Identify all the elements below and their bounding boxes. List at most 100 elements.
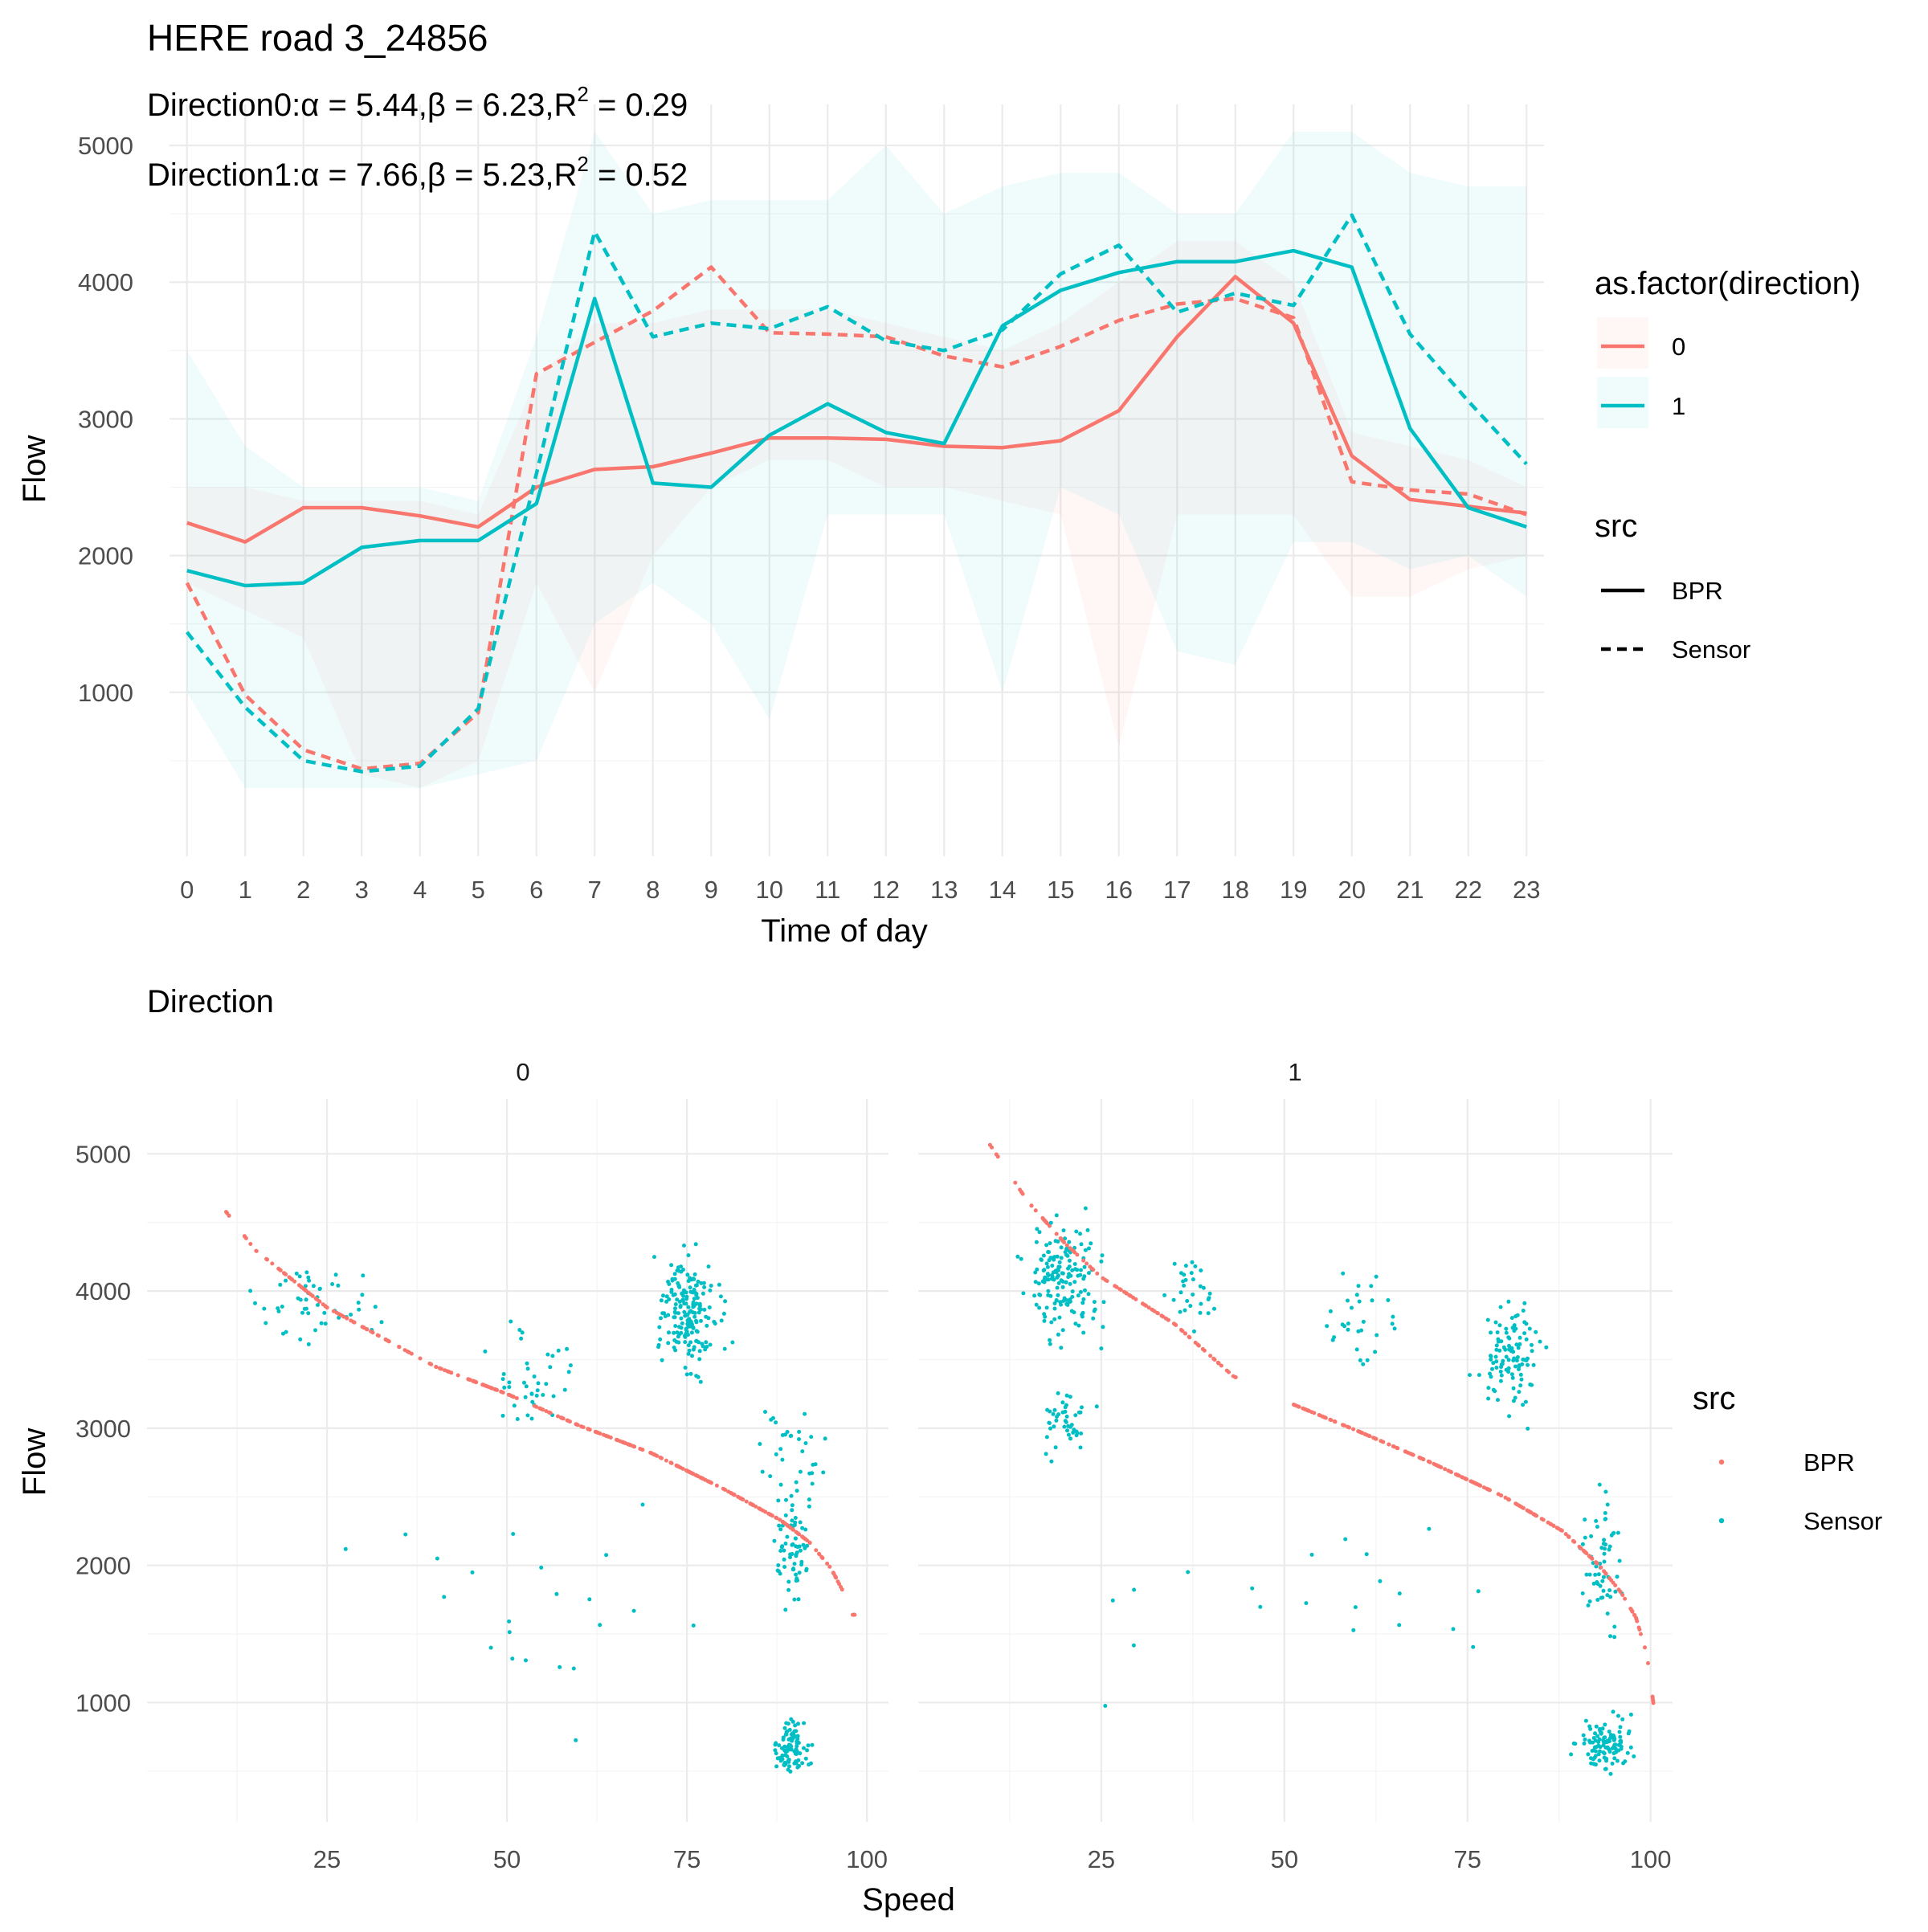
sensor-point	[1101, 1325, 1105, 1330]
sensor-point	[1616, 1713, 1620, 1718]
bpr-point	[632, 1444, 637, 1449]
bpr-point	[1487, 1488, 1492, 1493]
sensor-point	[777, 1523, 782, 1528]
bpr-point	[1417, 1456, 1422, 1460]
sensor-point	[1080, 1310, 1085, 1315]
bpr-point	[1374, 1436, 1379, 1441]
sensor-point	[798, 1469, 803, 1474]
bpr-point	[768, 1512, 773, 1517]
sensor-point	[1608, 1733, 1613, 1738]
sensor-point	[696, 1310, 701, 1315]
sensor-point	[793, 1723, 798, 1728]
bpr-point	[827, 1564, 832, 1569]
sensor-point	[1602, 1538, 1607, 1542]
bpr-point	[660, 1456, 664, 1460]
bpr-point	[383, 1337, 388, 1342]
sensor-point	[1601, 1588, 1606, 1593]
bpr-point	[807, 1541, 812, 1546]
sensor-point	[300, 1310, 304, 1315]
sensor-point	[1626, 1731, 1631, 1736]
sensor-point	[659, 1316, 663, 1321]
sensor-point	[604, 1553, 609, 1558]
sensor-point	[703, 1347, 708, 1352]
sensor-point	[1612, 1635, 1617, 1640]
sensor-point	[1602, 1559, 1607, 1564]
sensor-point	[1504, 1326, 1509, 1331]
bpr-point	[852, 1612, 857, 1617]
sensor-point	[501, 1372, 506, 1376]
sensor-point	[1616, 1530, 1620, 1535]
sensor-point	[774, 1420, 778, 1425]
sensor-point	[1602, 1751, 1607, 1756]
sensor-point	[776, 1563, 781, 1567]
sensor-point	[1073, 1321, 1078, 1326]
sensor-point	[702, 1285, 707, 1289]
sensor-point	[778, 1482, 783, 1487]
sensor-point	[793, 1536, 798, 1541]
sensor-point	[669, 1289, 674, 1294]
sensor-point	[1356, 1284, 1361, 1289]
sensor-point	[1062, 1424, 1067, 1429]
sensor-point	[1486, 1396, 1491, 1401]
bpr-point	[1301, 1406, 1305, 1411]
bpr-point	[598, 1432, 602, 1436]
sensor-point	[659, 1298, 664, 1303]
sensor-point	[691, 1624, 696, 1628]
bpr-point	[541, 1407, 545, 1412]
sensor-point	[676, 1311, 680, 1316]
sensor-point	[794, 1744, 799, 1749]
bpr-point	[1216, 1361, 1221, 1366]
sensor-point	[1040, 1279, 1045, 1284]
bpr-point	[418, 1356, 423, 1361]
sensor-point	[1583, 1517, 1587, 1522]
bpr-point	[1342, 1423, 1346, 1428]
sensor-point	[779, 1545, 784, 1550]
sensor-point	[1092, 1300, 1097, 1305]
sensor-point	[1526, 1426, 1530, 1431]
top-x-tick-label: 4	[413, 876, 427, 904]
bpr-point	[224, 1210, 228, 1215]
sensor-point	[507, 1630, 512, 1635]
sensor-point	[263, 1321, 268, 1325]
sensor-point	[1592, 1755, 1597, 1760]
sensor-point	[1035, 1227, 1040, 1231]
sensor-point	[1612, 1756, 1617, 1761]
sensor-point	[1587, 1599, 1592, 1603]
sensor-point	[792, 1597, 797, 1602]
sensor-point	[791, 1732, 796, 1737]
sensor-point	[1054, 1298, 1059, 1303]
sensor-point	[1212, 1306, 1216, 1311]
sensor-point	[1066, 1432, 1071, 1437]
sensor-point	[1607, 1544, 1612, 1549]
sensor-point	[1037, 1230, 1042, 1235]
bpr-point	[242, 1234, 247, 1239]
sensor-point	[681, 1290, 686, 1295]
bpr-point	[675, 1464, 680, 1468]
sensor-point	[1619, 1738, 1624, 1743]
top-x-tick-label: 2	[296, 876, 310, 904]
sensor-point	[1132, 1587, 1137, 1592]
sensor-point	[1044, 1305, 1049, 1310]
sensor-point	[1086, 1292, 1091, 1297]
bpr-point	[351, 1320, 356, 1324]
bpr-point	[510, 1394, 514, 1399]
sensor-point	[783, 1432, 787, 1437]
sensor-point	[1603, 1722, 1607, 1727]
sensor-point	[786, 1758, 790, 1763]
sensor-point	[1054, 1213, 1059, 1218]
bpr-point	[1607, 1576, 1612, 1581]
sensor-point	[682, 1334, 687, 1338]
bpr-point	[615, 1438, 620, 1443]
sensor-point	[1374, 1274, 1379, 1279]
sensor-point	[730, 1340, 735, 1345]
sensor-point	[1186, 1570, 1191, 1575]
sensor-point	[1099, 1259, 1104, 1264]
bpr-point	[995, 1154, 1000, 1159]
sensor-point	[1526, 1362, 1530, 1367]
sensor-point	[470, 1570, 475, 1575]
bottom-y-tick-label: 5000	[76, 1140, 131, 1168]
sensor-point	[1571, 1741, 1576, 1746]
sensor-point	[1048, 1220, 1053, 1225]
sensor-point	[330, 1282, 335, 1286]
sensor-point	[1053, 1239, 1058, 1244]
